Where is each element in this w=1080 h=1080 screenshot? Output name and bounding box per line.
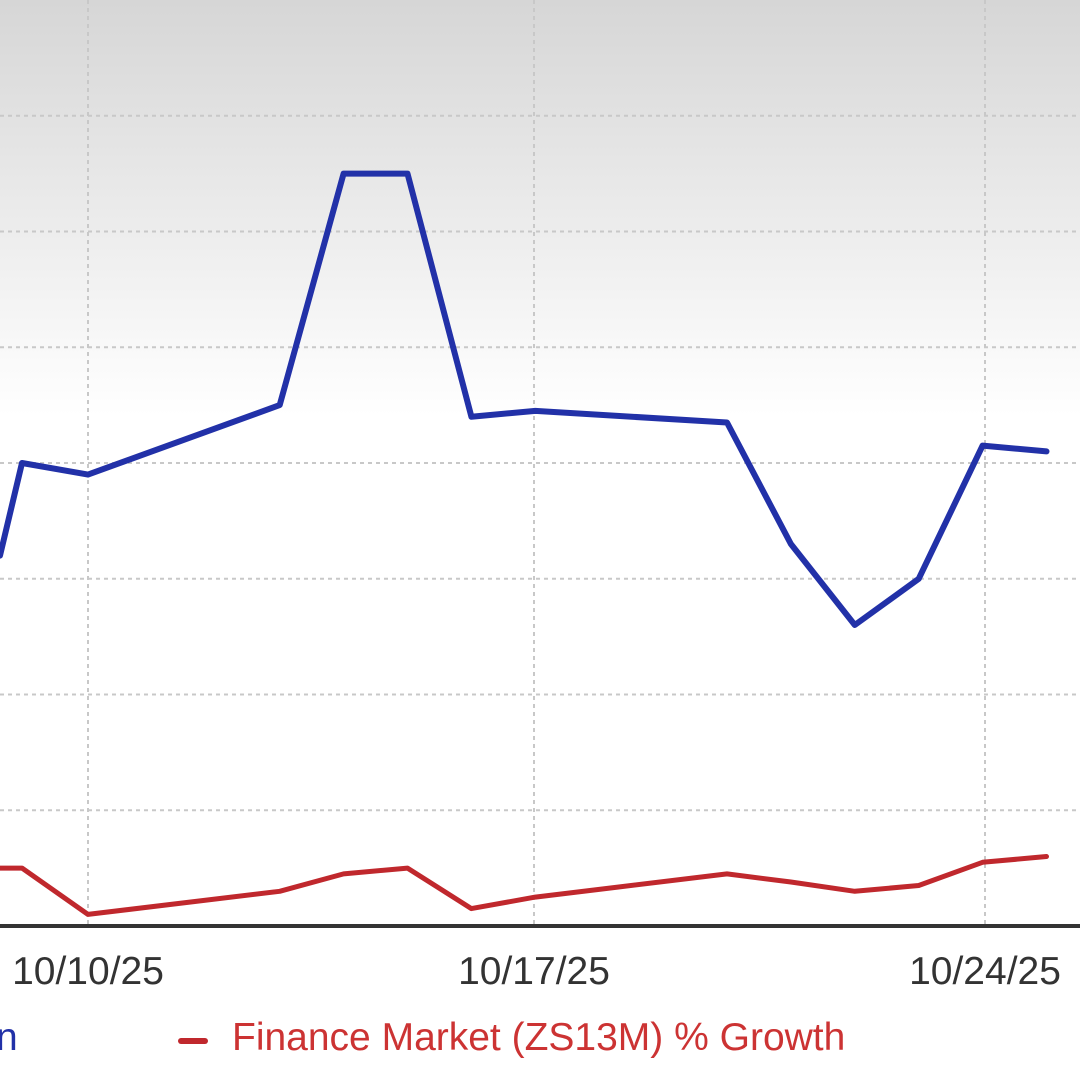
legend-swatch [178,1038,208,1044]
legend-label: Finance Market (ZS13M) % Growth [232,1016,846,1059]
chart-plot [0,0,1080,928]
series-line-blue [0,170,1050,628]
x-tick-label: 10/24/25 [909,950,1061,993]
vertical-gridlines [87,0,986,926]
horizontal-gridlines [0,114,1080,812]
series-layer [0,170,1050,917]
series-line-finance-market [0,854,1049,917]
legend: n Finance Market (ZS13M) % Growth [0,1016,1080,1066]
x-tick-label: 10/17/25 [458,950,610,993]
legend-label: n [0,1016,18,1059]
x-tick-label: 10/10/25 [12,950,164,993]
